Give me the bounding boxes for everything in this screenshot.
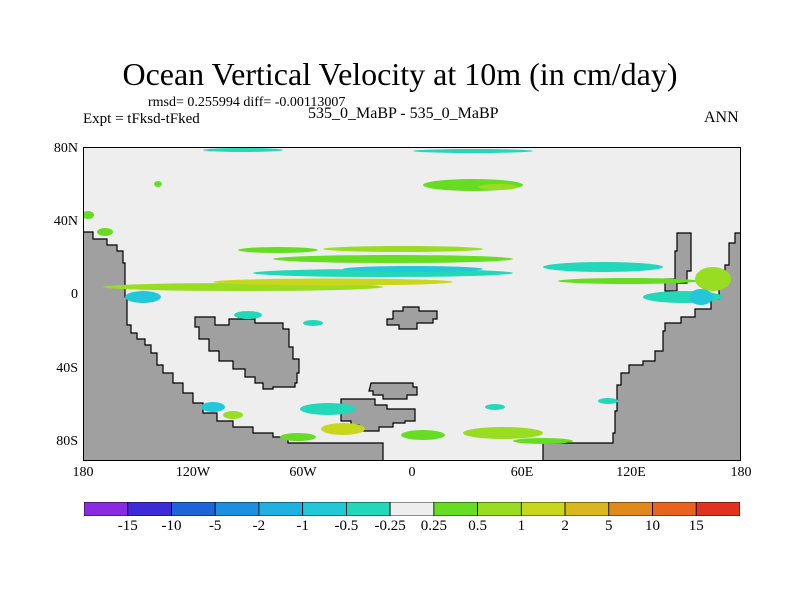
contour-patch xyxy=(558,278,698,284)
x-tick-label-60w: 60W xyxy=(289,465,317,480)
colorbar-box xyxy=(389,502,435,516)
colorbar-box xyxy=(652,502,697,516)
contour-patch xyxy=(125,291,161,303)
contour-patch xyxy=(478,184,518,190)
colorbar-box xyxy=(171,502,216,516)
south-island-a xyxy=(368,382,418,400)
case-label: 535_0_MaBP - 535_0_MaBP xyxy=(308,105,499,122)
y-tick-label-40s: 40S xyxy=(56,361,78,376)
contour-patch xyxy=(223,411,243,419)
colorbar-label: 10 xyxy=(645,518,661,534)
chart-title: Ocean Vertical Velocity at 10m (in cm/da… xyxy=(122,56,678,92)
contour-patch xyxy=(213,278,453,286)
contour-patch xyxy=(598,398,618,404)
contour-patch xyxy=(485,404,505,410)
colorbar-label: -15 xyxy=(117,518,138,534)
contour-patch xyxy=(203,148,283,152)
colorbar xyxy=(84,502,740,516)
southern-continent-interior xyxy=(194,316,300,390)
contour-patch xyxy=(97,228,113,236)
contour-patch xyxy=(689,289,713,305)
colorbar-box xyxy=(433,502,478,516)
eastern-peninsula xyxy=(664,232,692,292)
colorbar-label: -10 xyxy=(161,518,182,534)
contour-patch xyxy=(321,423,365,435)
map-plot xyxy=(83,147,741,461)
contour-patch xyxy=(323,246,483,252)
colorbar-label: -1 xyxy=(296,518,309,534)
contour-patch xyxy=(201,402,225,412)
colorbar-label: -0.25 xyxy=(374,518,406,534)
colorbar-label: 15 xyxy=(688,518,704,534)
colorbar-box xyxy=(477,502,522,516)
colorbar-label: 1 xyxy=(517,518,526,534)
y-tick-label-80s: 80S xyxy=(56,434,78,449)
x-tick-label-60e: 60E xyxy=(510,465,534,480)
contour-patch xyxy=(273,255,513,263)
colorbar-box xyxy=(127,502,172,516)
colorbar-box xyxy=(214,502,260,516)
colorbar-label: -0.5 xyxy=(334,518,359,534)
contour-patch xyxy=(401,430,445,440)
y-tick-label-40n: 40N xyxy=(53,214,78,229)
contour-patch xyxy=(695,267,731,291)
colorbar-label: 0.5 xyxy=(468,518,487,534)
y-tick-label-80n: 80N xyxy=(53,141,78,156)
contour-patch xyxy=(154,181,162,187)
x-tick-label-0: 0 xyxy=(408,465,416,480)
contour-patch xyxy=(280,433,316,441)
colorbar-box xyxy=(258,502,304,516)
colorbar-box xyxy=(608,502,653,516)
contour-patch xyxy=(303,320,323,326)
contour-patches xyxy=(83,148,731,444)
colorbar-label: -2 xyxy=(252,518,266,534)
colorbar-box xyxy=(345,502,391,516)
contour-patch xyxy=(234,311,262,319)
colorbar-label: -5 xyxy=(208,518,222,534)
colorbar-box xyxy=(564,502,610,516)
contour-patch xyxy=(463,427,543,439)
colorbar-box xyxy=(302,502,347,516)
x-tick-label-120w: 120W xyxy=(175,465,211,480)
contour-patch xyxy=(413,149,533,153)
contour-patch xyxy=(513,438,573,444)
western-continent xyxy=(83,231,384,461)
contour-patch xyxy=(83,211,94,219)
colorbar-label: 5 xyxy=(605,518,613,534)
x-tick-label-180e: 180 xyxy=(730,465,752,480)
colorbar-box xyxy=(520,502,566,516)
land-masses xyxy=(83,231,741,461)
stats-text: rmsd= 0.255994 diff= -0.00113007 xyxy=(148,95,346,110)
contour-patch xyxy=(300,403,356,415)
colorbar-box xyxy=(84,502,129,516)
colorbar-label: 0.25 xyxy=(420,518,447,534)
colorbar-label: 2 xyxy=(561,518,569,534)
contour-patch xyxy=(343,266,483,272)
mid-island xyxy=(386,306,438,330)
season-label: ANN xyxy=(704,109,739,126)
experiment-label: Expt = tFksd-tFked xyxy=(83,111,200,127)
colorbar-box xyxy=(695,502,740,516)
x-tick-label-120e: 120E xyxy=(616,465,646,480)
contour-patch xyxy=(543,262,663,272)
contour-patch xyxy=(238,247,318,253)
y-tick-label-0: 0 xyxy=(71,287,78,302)
map-frame xyxy=(83,147,741,461)
x-tick-label-180w: 180 xyxy=(72,465,94,480)
